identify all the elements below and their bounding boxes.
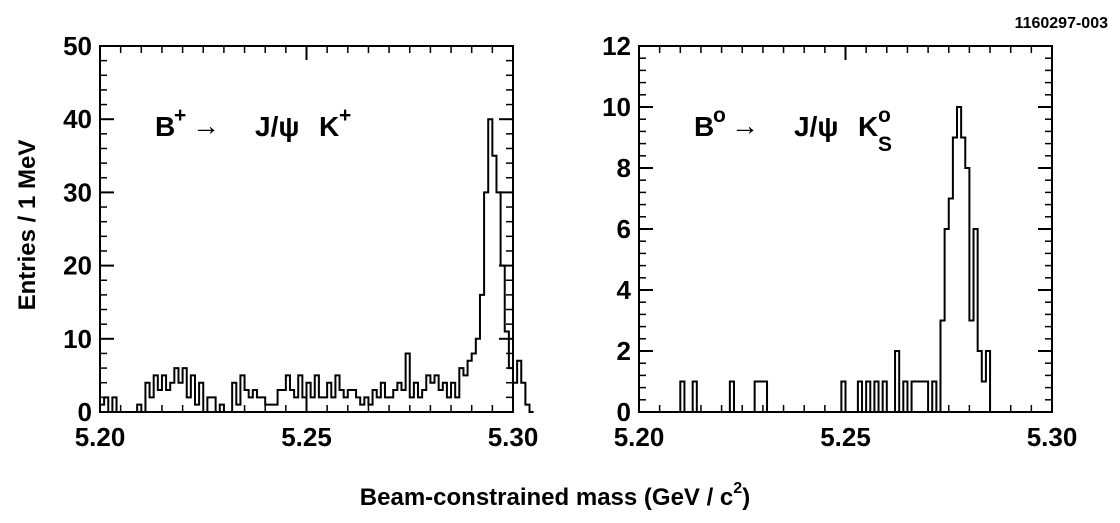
x-tick-label: 5.20 bbox=[614, 422, 665, 452]
decay-parent: B bbox=[155, 111, 175, 142]
y-tick-label: 10 bbox=[63, 324, 92, 354]
histogram-series bbox=[639, 106, 995, 413]
decay-annotation: B+ → J/ψ K + bbox=[155, 104, 351, 142]
y-tick-label: 20 bbox=[63, 251, 92, 281]
decay-parent-sup: + bbox=[174, 104, 186, 127]
decay-jpsi: J/ψ bbox=[255, 111, 299, 142]
arrow-icon: → bbox=[192, 110, 220, 141]
y-tick-label: 12 bbox=[602, 31, 631, 61]
histogram-series bbox=[99, 118, 534, 413]
figure-id: 1160297-003 bbox=[1015, 15, 1109, 32]
x-tick-label: 5.20 bbox=[75, 422, 126, 452]
decay-parent-sup: o bbox=[713, 104, 726, 127]
y-tick-label: 0 bbox=[78, 397, 92, 427]
y-tick-label: 40 bbox=[63, 104, 92, 134]
arrow-icon: → bbox=[731, 110, 759, 141]
y-tick-label: 0 bbox=[617, 397, 631, 427]
y-tick-label: 6 bbox=[617, 214, 631, 244]
x-axis-label-end: ) bbox=[742, 484, 750, 511]
x-axis-label: Beam-constrained mass (GeV / c2) bbox=[360, 480, 750, 511]
x-tick-label: 5.30 bbox=[488, 422, 539, 452]
decay-jpsi: J/ψ bbox=[794, 111, 838, 142]
y-tick-label: 30 bbox=[63, 177, 92, 207]
decay-kaon: K bbox=[858, 111, 878, 142]
y-tick-label: 8 bbox=[617, 153, 631, 183]
y-tick-label: 10 bbox=[602, 92, 631, 122]
decay-kaon-sup: o bbox=[878, 104, 891, 127]
decay-parent: B bbox=[694, 111, 714, 142]
y-tick-label: 4 bbox=[617, 275, 632, 305]
x-tick-label: 5.25 bbox=[820, 422, 871, 452]
x-axis-label-sup: 2 bbox=[733, 480, 742, 497]
x-tick-label: 5.30 bbox=[1027, 422, 1078, 452]
x-tick-label: 5.25 bbox=[281, 422, 332, 452]
y-tick-label: 50 bbox=[63, 31, 92, 61]
y-axis-label: Entries / 1 MeV bbox=[14, 140, 41, 311]
y-tick-label: 2 bbox=[617, 336, 631, 366]
x-axis-label-main: Beam-constrained mass (GeV / c bbox=[360, 484, 733, 511]
decay-kaon: K bbox=[319, 111, 339, 142]
plot-frame bbox=[99, 45, 514, 413]
decay-kaon-sup: + bbox=[339, 104, 351, 127]
decay-kaon-sub: S bbox=[878, 133, 892, 156]
